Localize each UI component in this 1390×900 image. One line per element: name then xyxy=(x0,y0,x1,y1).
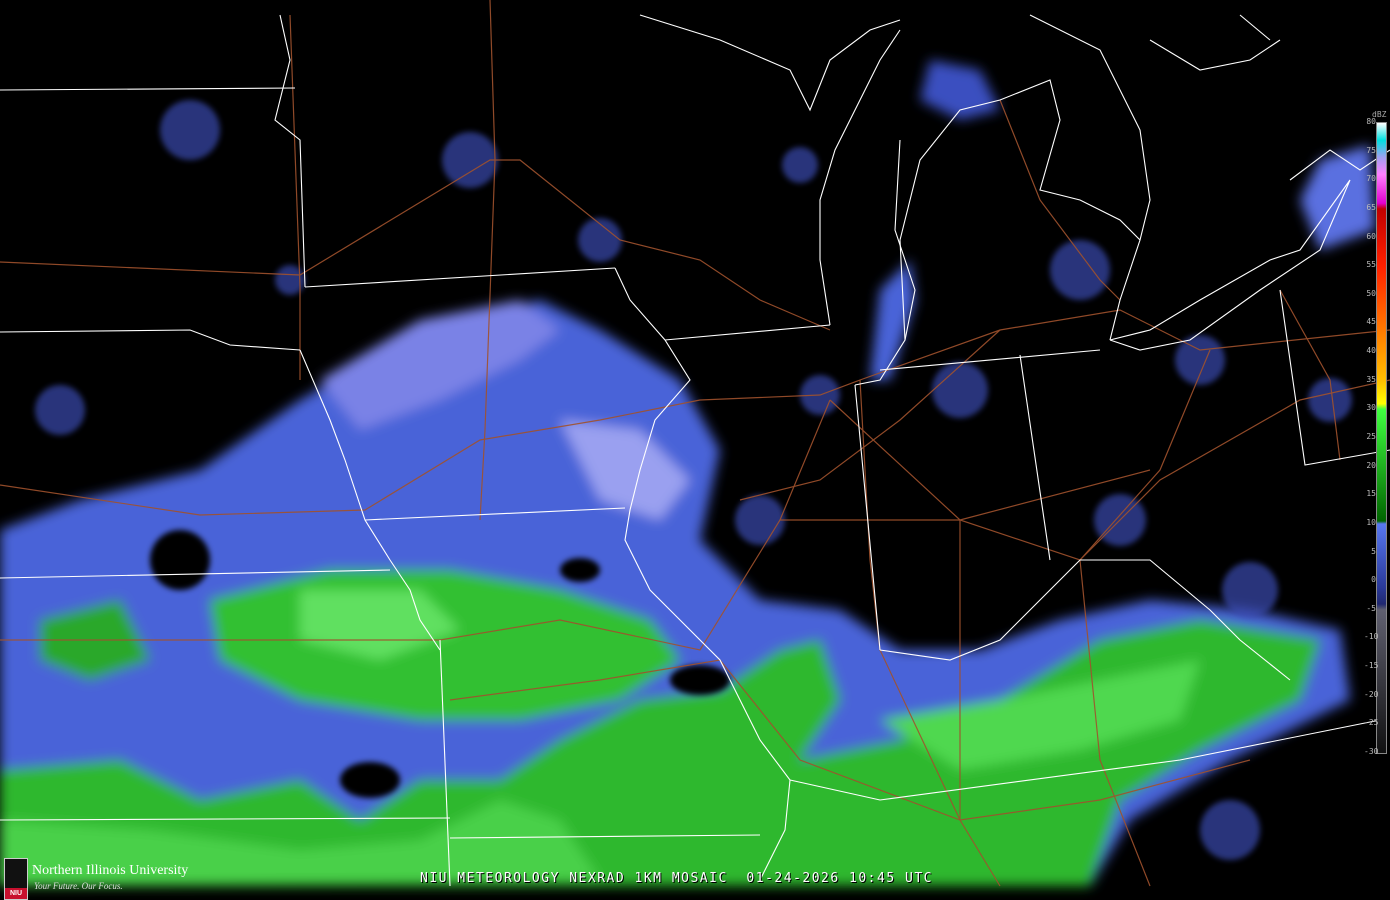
niu-logo: NIU Northern Illinois University Your Fu… xyxy=(2,858,242,900)
legend-color-bar xyxy=(1376,122,1387,754)
state-boundaries xyxy=(0,14,1390,887)
echo-blue-lake xyxy=(870,260,915,380)
legend-unit: dBZ xyxy=(1372,110,1387,119)
legend-tick: -15 xyxy=(1364,661,1379,671)
legend-tick: 70 xyxy=(1366,174,1376,184)
legend-tick: 25 xyxy=(1366,432,1376,441)
map-caption: NIU METEOROLOGY NEXRAD 1KM MOSAIC 01-24-… xyxy=(420,871,933,886)
logo-mark: NIU xyxy=(5,888,27,899)
legend-tick: 60 xyxy=(1366,231,1376,241)
legend-tick: 80 xyxy=(1366,117,1376,126)
legend-tick: 50 xyxy=(1366,288,1376,298)
legend-tick: -25 xyxy=(1364,718,1379,728)
legend-tick: 10 xyxy=(1366,517,1376,527)
legend-tick: 30 xyxy=(1366,403,1376,413)
legend-tick: 45 xyxy=(1366,317,1376,327)
echo-green-bright xyxy=(300,590,460,660)
logo-tagline: Your Future. Our Focus. xyxy=(34,881,123,891)
legend-tick: 35 xyxy=(1366,374,1376,384)
legend-tick: -5 xyxy=(1366,603,1376,613)
radar-speckle xyxy=(35,100,1352,860)
echo-blue-nw xyxy=(320,300,560,430)
legend-tick: -10 xyxy=(1364,632,1379,642)
logo-name: Northern Illinois University xyxy=(32,863,189,878)
legend-tick: 5 xyxy=(1371,546,1376,556)
echo-green-sw xyxy=(0,800,600,886)
niu-shield-icon: NIU xyxy=(4,858,28,900)
legend-tick: 65 xyxy=(1366,202,1376,212)
echo-lavender xyxy=(560,420,690,520)
legend-tick: 0 xyxy=(1371,575,1376,585)
radar-echoes xyxy=(0,60,1375,886)
legend-tick: 15 xyxy=(1366,489,1376,499)
dbz-color-legend: dBZ 80 75 70 65 60 55 50 45 40 35 30 25 20 15 10 5 0 -5 -1… xyxy=(1364,110,1390,756)
legend-tick: 40 xyxy=(1366,346,1376,356)
legend-tick: 75 xyxy=(1366,145,1376,155)
echo-green-west xyxy=(0,620,1320,886)
legend-tick: -20 xyxy=(1364,689,1379,699)
legend-tick: 20 xyxy=(1366,460,1376,470)
legend-tick: -30 xyxy=(1364,747,1379,756)
legend-tick: 55 xyxy=(1366,260,1376,270)
